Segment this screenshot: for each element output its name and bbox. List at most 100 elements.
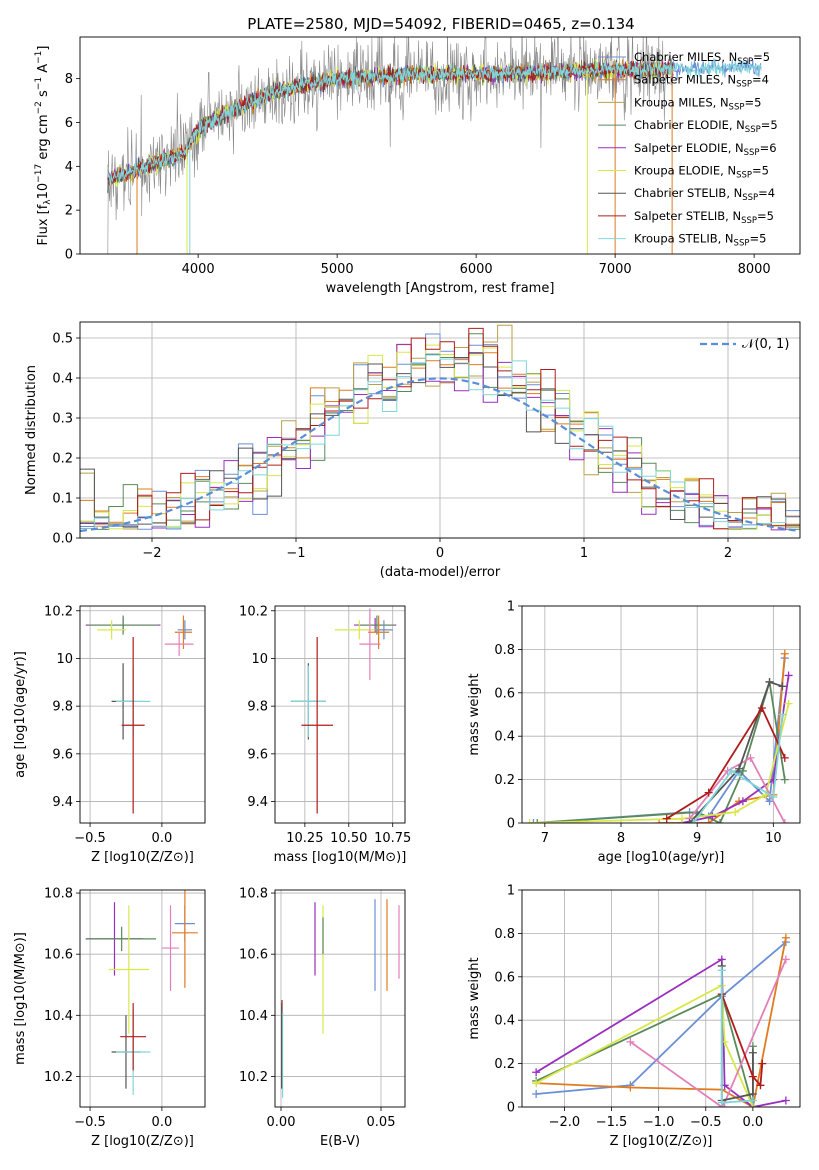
y-tick-label: 0.5 xyxy=(52,332,73,347)
y-axis-label-part: ] xyxy=(36,46,51,51)
weight-marker xyxy=(781,955,790,964)
x-axis-label: E(B-V) xyxy=(320,1134,360,1149)
legend-entry-part: =5 xyxy=(744,95,761,109)
legend-entry: Kroupa ELODIE, NSSP=5 xyxy=(634,164,769,181)
weight-series xyxy=(666,706,786,820)
legend-entry-sub: SSP xyxy=(742,193,758,203)
weight-marker xyxy=(738,797,747,806)
y-tick-label: 10.2 xyxy=(239,604,268,619)
y-tick-label: 1 xyxy=(507,600,515,615)
y-tick-label: 1 xyxy=(507,884,515,899)
legend-entry-part: =4 xyxy=(758,186,775,200)
y-tick-label: 10.2 xyxy=(44,1070,73,1085)
weight-series xyxy=(535,984,754,1107)
plot-area xyxy=(80,324,800,533)
x-tick-label: −1.0 xyxy=(643,1115,675,1130)
y-axis-label-part: A xyxy=(36,64,51,77)
x-tick-label: −2 xyxy=(142,546,161,561)
weight-series xyxy=(537,681,786,823)
y-tick-label: 0.4 xyxy=(52,372,73,387)
y-axis-label-part: −2 xyxy=(34,101,44,114)
legend-entry: Kroupa MILES, NSSP=5 xyxy=(634,95,761,112)
weight-marker xyxy=(685,819,694,823)
y-tick-label: 9.6 xyxy=(52,747,73,762)
panel-mass-weight-vs-age: 7 8 9 10 0 0.2 0.4 0.6 0.8 1 age [log10(age/yr)] ma… xyxy=(467,600,801,865)
weight-marker xyxy=(689,819,698,823)
y-tick-label: 0.6 xyxy=(494,686,515,701)
weight-marker xyxy=(781,933,790,942)
x-axis-label: Z [log10(Z/Z⊙)] xyxy=(91,1134,194,1149)
axes-frame xyxy=(274,889,406,1108)
weight-series xyxy=(720,993,764,1088)
y-tick-label: 10.6 xyxy=(239,948,268,963)
y-tick-label: 0.0 xyxy=(52,532,73,547)
y-axis-label: mass [log10(M/M⊙)] xyxy=(13,932,28,1065)
x-axis-label: age [log10(age/yr)] xyxy=(598,850,725,865)
legend-entry-part: =5 xyxy=(749,232,766,246)
panel-spectrum: 4000 5000 6000 7000 8000 0 2 4 6 8 wavelength [Ang… xyxy=(34,36,801,296)
weight-marker xyxy=(781,1096,790,1105)
plot-area xyxy=(107,37,762,254)
weight-marker xyxy=(756,1081,765,1090)
weight-marker xyxy=(778,710,787,719)
y-axis-label: Normed distribution xyxy=(24,365,39,495)
weight-marker xyxy=(784,699,793,708)
panel-age-vs-mass: 10.25 10.50 10.75 9.4 9.6 9.8 10 10.2 mass [log1… xyxy=(239,604,411,865)
histogram-series xyxy=(80,352,800,528)
x-tick-label: 0 xyxy=(436,546,444,561)
x-tick-label: 4000 xyxy=(182,262,215,277)
weight-marker xyxy=(532,1089,541,1098)
weight-marker xyxy=(529,819,538,823)
y-tick-label: 0.6 xyxy=(494,970,515,985)
panel-mass-vs-EBV: 0.00 0.05 10.2 10.4 10.6 10.8 E(B-V) xyxy=(239,887,406,1149)
y-axis-label-part: −1 xyxy=(34,51,44,64)
x-tick-label: −0.5 xyxy=(74,1115,106,1130)
x-tick-label: 5000 xyxy=(321,262,354,277)
y-tick-label: 0.2 xyxy=(494,1057,515,1072)
x-tick-label: 7000 xyxy=(599,262,632,277)
y-tick-label: 0.4 xyxy=(494,1014,515,1029)
weight-marker xyxy=(532,1068,541,1077)
weight-marker xyxy=(677,814,686,823)
weight-marker xyxy=(780,753,789,762)
y-tick-label: 9.4 xyxy=(52,795,73,810)
weight-marker xyxy=(746,753,755,762)
legend-entry-sub: SSP xyxy=(736,80,752,90)
weight-marker xyxy=(717,1098,726,1107)
weight-marker xyxy=(780,775,789,784)
axes-frame xyxy=(79,36,801,255)
x-axis-label: (data-model)/error xyxy=(380,565,501,580)
x-tick-label: 8 xyxy=(617,831,625,846)
y-axis-label-part: s xyxy=(36,90,51,101)
legend-entry-part: Salpeter MILES, N xyxy=(634,73,736,87)
y-tick-label: 4 xyxy=(65,160,73,175)
axes-frame xyxy=(521,605,801,824)
y-tick-label: 0.8 xyxy=(494,927,515,942)
y-tick-label: 0.4 xyxy=(494,730,515,745)
x-tick-label: 8000 xyxy=(738,262,771,277)
panel-mass-vs-Z: −0.5 0.0 10.2 10.4 10.6 10.8 Z [log10(Z/Z⊙)] ma… xyxy=(13,887,206,1149)
y-tick-label: 0.2 xyxy=(52,452,73,467)
y-tick-label: 0.3 xyxy=(52,412,73,427)
legend-entry-sub: SSP xyxy=(737,57,753,67)
y-tick-label: 10.6 xyxy=(44,948,73,963)
histogram-series xyxy=(80,324,800,530)
legend-entry-part: =6 xyxy=(760,141,777,155)
panel-mass-weight-vs-Z: −2.0 −1.5 −1.0 −0.5 0.0 0 0.2 0.4 0.6 0.8 1 Z [log1… xyxy=(467,884,801,1149)
x-tick-label: 10 xyxy=(765,831,782,846)
x-tick-label: −0.5 xyxy=(74,831,106,846)
y-tick-label: 10.2 xyxy=(239,1070,268,1085)
x-tick-label: 0.05 xyxy=(367,1115,396,1130)
weight-series xyxy=(688,680,783,823)
weight-marker xyxy=(655,819,664,823)
weight-series xyxy=(692,714,784,823)
weight-marker xyxy=(780,819,789,823)
y-tick-label: 8 xyxy=(65,72,73,87)
axes-frame xyxy=(521,889,801,1108)
legend-entry: Chabrier STELIB, NSSP=4 xyxy=(634,186,775,203)
legend-entry: Salpeter STELIB, NSSP=5 xyxy=(634,209,774,226)
y-tick-label: 9.6 xyxy=(247,747,268,762)
y-tick-label: 0.2 xyxy=(494,773,515,788)
y-tick-label: 10.4 xyxy=(239,1009,268,1024)
weight-series xyxy=(629,959,787,1107)
